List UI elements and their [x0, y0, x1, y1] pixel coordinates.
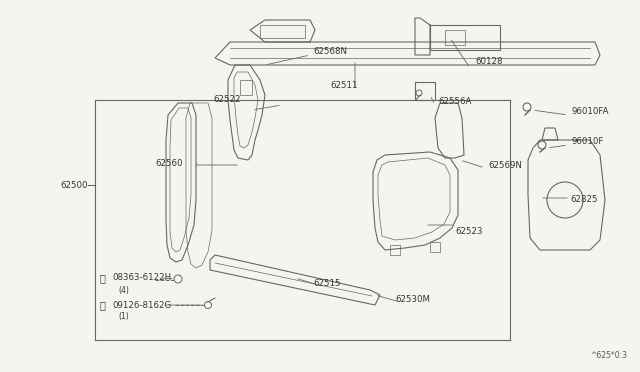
- Text: 62825: 62825: [570, 196, 598, 205]
- Text: 62500—: 62500—: [60, 180, 96, 189]
- Text: 08363-6122H: 08363-6122H: [112, 273, 171, 282]
- Text: 62511: 62511: [330, 80, 358, 90]
- Text: Ⓑ: Ⓑ: [100, 300, 106, 310]
- Text: 62560: 62560: [155, 158, 182, 167]
- Text: 62568N: 62568N: [313, 48, 347, 57]
- Text: Ⓢ: Ⓢ: [100, 273, 106, 283]
- Text: 62569N: 62569N: [488, 160, 522, 170]
- Text: 62522: 62522: [213, 96, 241, 105]
- Text: 09126-8162G: 09126-8162G: [112, 301, 172, 310]
- Text: 96010F: 96010F: [572, 138, 604, 147]
- Text: ^625*0:3: ^625*0:3: [590, 350, 627, 359]
- Text: (4): (4): [118, 285, 129, 295]
- Text: 62523: 62523: [455, 228, 483, 237]
- Text: 60128: 60128: [475, 58, 502, 67]
- Text: 62530M: 62530M: [395, 295, 430, 305]
- Text: 62515: 62515: [313, 279, 340, 288]
- Text: 62556A: 62556A: [438, 97, 472, 106]
- Text: (1): (1): [118, 312, 129, 321]
- Text: 96010FA: 96010FA: [572, 108, 609, 116]
